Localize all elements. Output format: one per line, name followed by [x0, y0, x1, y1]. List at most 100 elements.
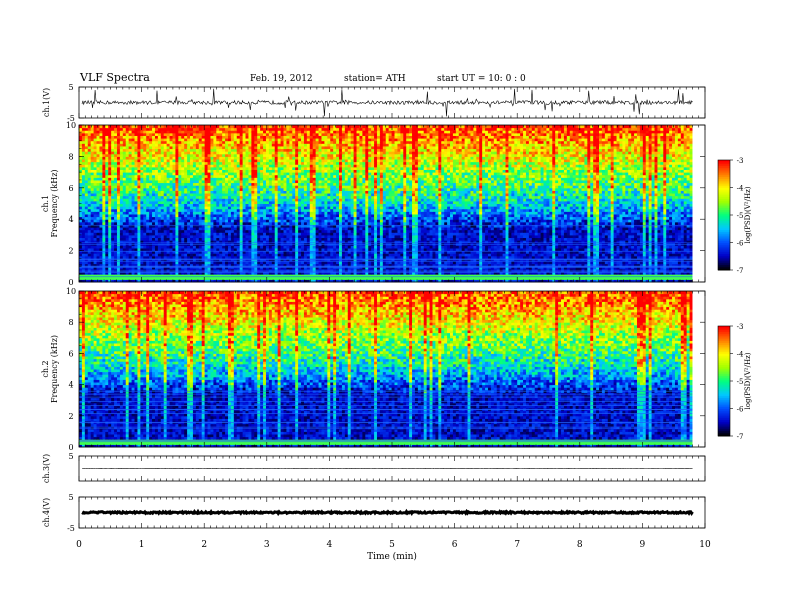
spectrogram-cell: [642, 261, 647, 265]
spectrogram-cell: [397, 263, 401, 267]
spectrogram-cell: [485, 266, 489, 270]
spectrogram-cell: [239, 232, 244, 236]
spectrogram-cell: [394, 237, 398, 241]
spectrogram-cell: [657, 255, 661, 259]
spectrogram-cell: [596, 279, 600, 283]
spectrogram-cell: [268, 276, 273, 280]
spectrogram-cell: [277, 271, 282, 275]
spectrogram-cell: [338, 279, 343, 283]
spectrogram-cell: [391, 263, 396, 267]
spectrogram-cell: [116, 237, 121, 241]
spectrogram-cell: [239, 261, 244, 265]
spectrogram-cell: [485, 271, 489, 275]
spectrogram-cell: [230, 271, 235, 275]
spectrogram-cell: [301, 245, 305, 249]
spectrogram-cell: [610, 279, 615, 283]
spectrogram-cell: [265, 250, 270, 254]
spectrogram-cell: [648, 255, 653, 259]
spectrogram-cell: [365, 266, 369, 270]
spectrogram-cell: [303, 253, 308, 257]
spectrogram-cell: [581, 255, 585, 259]
spectrogram-cell: [140, 274, 144, 278]
spectrogram-cell: [289, 274, 293, 278]
spectrogram-cell: [96, 242, 100, 246]
spectrogram-cell: [222, 253, 226, 257]
spectrogram-cell: [476, 253, 480, 257]
spectrogram-cell: [651, 245, 656, 249]
spectrogram-cell: [292, 245, 296, 249]
spectrogram-cell: [412, 237, 416, 241]
spectrogram-cell: [514, 250, 518, 254]
spectrogram-cell: [350, 247, 355, 252]
spectrogram-cell: [616, 250, 620, 254]
spectrogram-cell: [636, 237, 641, 241]
spectrogram-cell: [447, 271, 451, 275]
spectrogram-cell: [207, 279, 211, 283]
spectrogram-cell: [239, 240, 244, 244]
spectrogram-cell: [195, 240, 200, 244]
spectrogram-cell: [79, 255, 83, 259]
spectrogram-cell: [315, 242, 320, 246]
spectrogram-cell: [680, 250, 685, 254]
spectrogram-cell: [394, 240, 398, 244]
spectrogram-cell: [87, 255, 92, 259]
spectrogram-cell: [622, 266, 626, 270]
spectrogram-cell: [499, 245, 504, 249]
spectrogram-cell: [140, 237, 144, 241]
spectrogram-cell: [598, 247, 603, 252]
spectrogram-cell: [636, 263, 641, 267]
spectrogram-cell: [645, 253, 650, 257]
spectrogram-cell: [315, 245, 320, 249]
spectrogram-cell: [312, 253, 317, 257]
spectrogram-cell: [677, 242, 682, 246]
spectrogram-cell: [566, 266, 571, 270]
spectrogram-cell: [461, 250, 466, 254]
spectrogram-cell: [172, 234, 176, 239]
spectrogram-cell: [213, 242, 217, 246]
spectrogram-cell: [663, 276, 667, 280]
spectrogram-cell: [371, 263, 375, 267]
spectrogram-cell: [283, 271, 287, 275]
spectrogram-cell: [283, 247, 287, 252]
spectrogram-cell: [371, 274, 375, 278]
spectrogram-cell: [391, 271, 396, 275]
spectrogram-cell: [499, 271, 504, 275]
spectrogram-cell: [598, 255, 603, 259]
spectrogram-cell: [587, 255, 591, 259]
spectrogram-cell: [344, 266, 349, 270]
spectrogram-cell: [227, 234, 232, 239]
spectrogram-cell: [476, 255, 480, 259]
spectrogram-cell: [406, 253, 410, 257]
spectrogram-cell: [195, 276, 200, 280]
spectrogram-cell: [292, 240, 296, 244]
spectrogram-cell: [312, 255, 317, 259]
spectrogram-cell: [435, 255, 439, 259]
spectrogram-cell: [619, 255, 623, 259]
spectrogram-cell: [359, 232, 363, 236]
spectrogram-cell: [414, 242, 419, 246]
spectrogram-cell: [391, 240, 396, 244]
spectrogram-cell: [450, 261, 454, 265]
spectrogram-cell: [531, 232, 536, 236]
spectrogram-cell: [350, 234, 355, 239]
spectrogram-cell: [152, 234, 156, 239]
spectrogram-cell: [654, 263, 658, 267]
spectrogram-cell: [426, 279, 431, 283]
spectrogram-cell: [286, 274, 290, 278]
spectrogram-cell: [534, 234, 539, 239]
spectrogram-cell: [634, 263, 638, 267]
spectrogram-cell: [441, 234, 445, 239]
spectrogram-cell: [169, 255, 173, 259]
spectrogram-cell: [271, 242, 276, 246]
spectrogram-cell: [96, 268, 100, 273]
spectrogram-cell: [257, 240, 261, 244]
spectrogram-cell: [552, 274, 556, 278]
spectrogram-cell: [201, 240, 206, 244]
spectrogram-cell: [487, 255, 492, 259]
spectrogram-cell: [131, 250, 136, 254]
spectrogram-cell: [666, 271, 670, 275]
spectrogram-cell: [382, 232, 387, 236]
spectrogram-cell: [528, 271, 533, 275]
spectrogram-cell: [356, 232, 360, 236]
spectrogram-cell: [639, 242, 644, 246]
